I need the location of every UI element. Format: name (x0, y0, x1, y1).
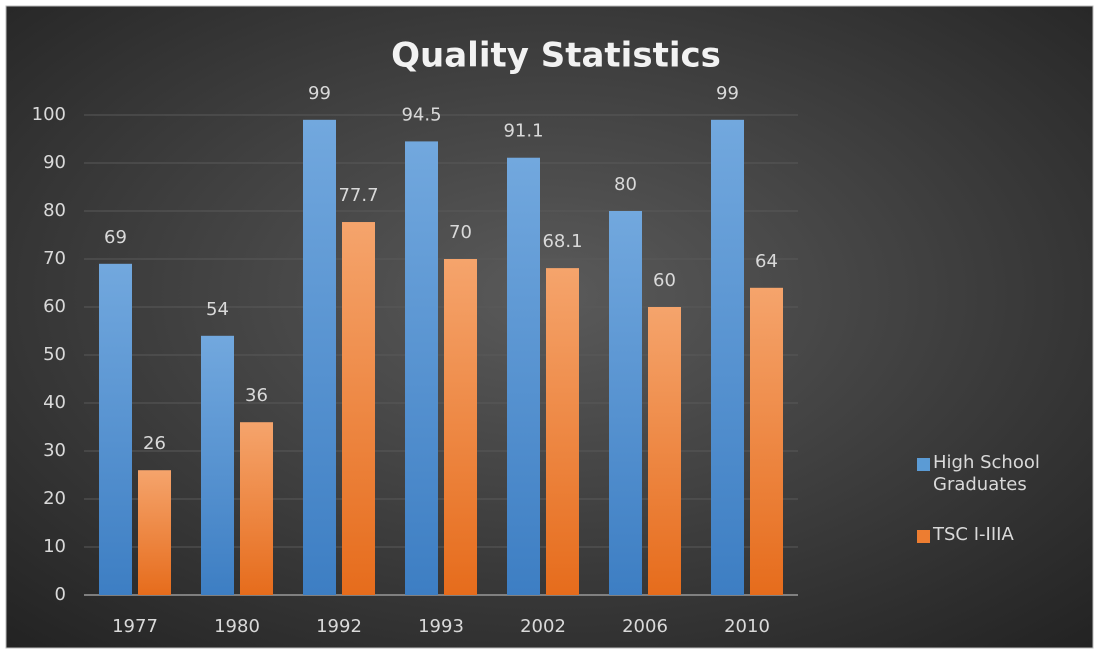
bar (750, 287, 783, 595)
bar (546, 268, 579, 595)
x-tick-label: 1992 (316, 616, 362, 637)
data-label: 80 (614, 174, 637, 195)
bar (201, 335, 234, 595)
data-label: 54 (206, 299, 229, 320)
x-tick-label: 1977 (112, 616, 158, 637)
bar (303, 119, 336, 596)
data-label: 94.5 (401, 104, 441, 125)
data-label: 64 (755, 251, 778, 272)
bar (99, 263, 132, 595)
x-tick-label: 1993 (418, 616, 464, 637)
data-label: 36 (245, 385, 268, 406)
data-label: 70 (449, 222, 472, 243)
y-tick-label: 0 (55, 584, 66, 605)
y-tick-label: 80 (43, 200, 66, 221)
bar (342, 222, 375, 596)
x-tick-label: 2006 (622, 616, 668, 637)
legend-marker (917, 530, 930, 543)
y-tick-label: 90 (43, 152, 66, 173)
y-tick-label: 40 (43, 392, 66, 413)
data-label: 77.7 (338, 185, 378, 206)
data-label: 99 (716, 83, 739, 104)
data-label: 26 (143, 433, 166, 454)
x-tick-label: 2010 (724, 616, 770, 637)
y-tick-label: 70 (43, 248, 66, 269)
bar (405, 141, 438, 595)
bar (711, 119, 744, 596)
data-label: 69 (104, 227, 127, 248)
bar (609, 211, 642, 595)
x-tick-label: 2002 (520, 616, 566, 637)
y-tick-label: 100 (32, 104, 66, 125)
bar (648, 307, 681, 595)
bar (240, 422, 273, 595)
y-tick-label: 50 (43, 344, 66, 365)
y-tick-label: 30 (43, 440, 66, 461)
data-label: 68.1 (542, 231, 582, 252)
bar (444, 259, 477, 595)
data-label: 60 (653, 270, 676, 291)
legend-label: High School Graduates (933, 452, 1040, 495)
chart-title: Quality Statistics (391, 36, 721, 76)
data-label: 91.1 (503, 121, 543, 142)
legend-marker (917, 458, 930, 471)
y-tick-label: 10 (43, 536, 66, 557)
y-tick-label: 60 (43, 296, 66, 317)
bar (138, 470, 171, 595)
legend-label: TSC I-IIIA (933, 524, 1014, 545)
data-label: 99 (308, 83, 331, 104)
x-tick-label: 1980 (214, 616, 260, 637)
bar (507, 157, 540, 595)
y-tick-label: 20 (43, 488, 66, 509)
